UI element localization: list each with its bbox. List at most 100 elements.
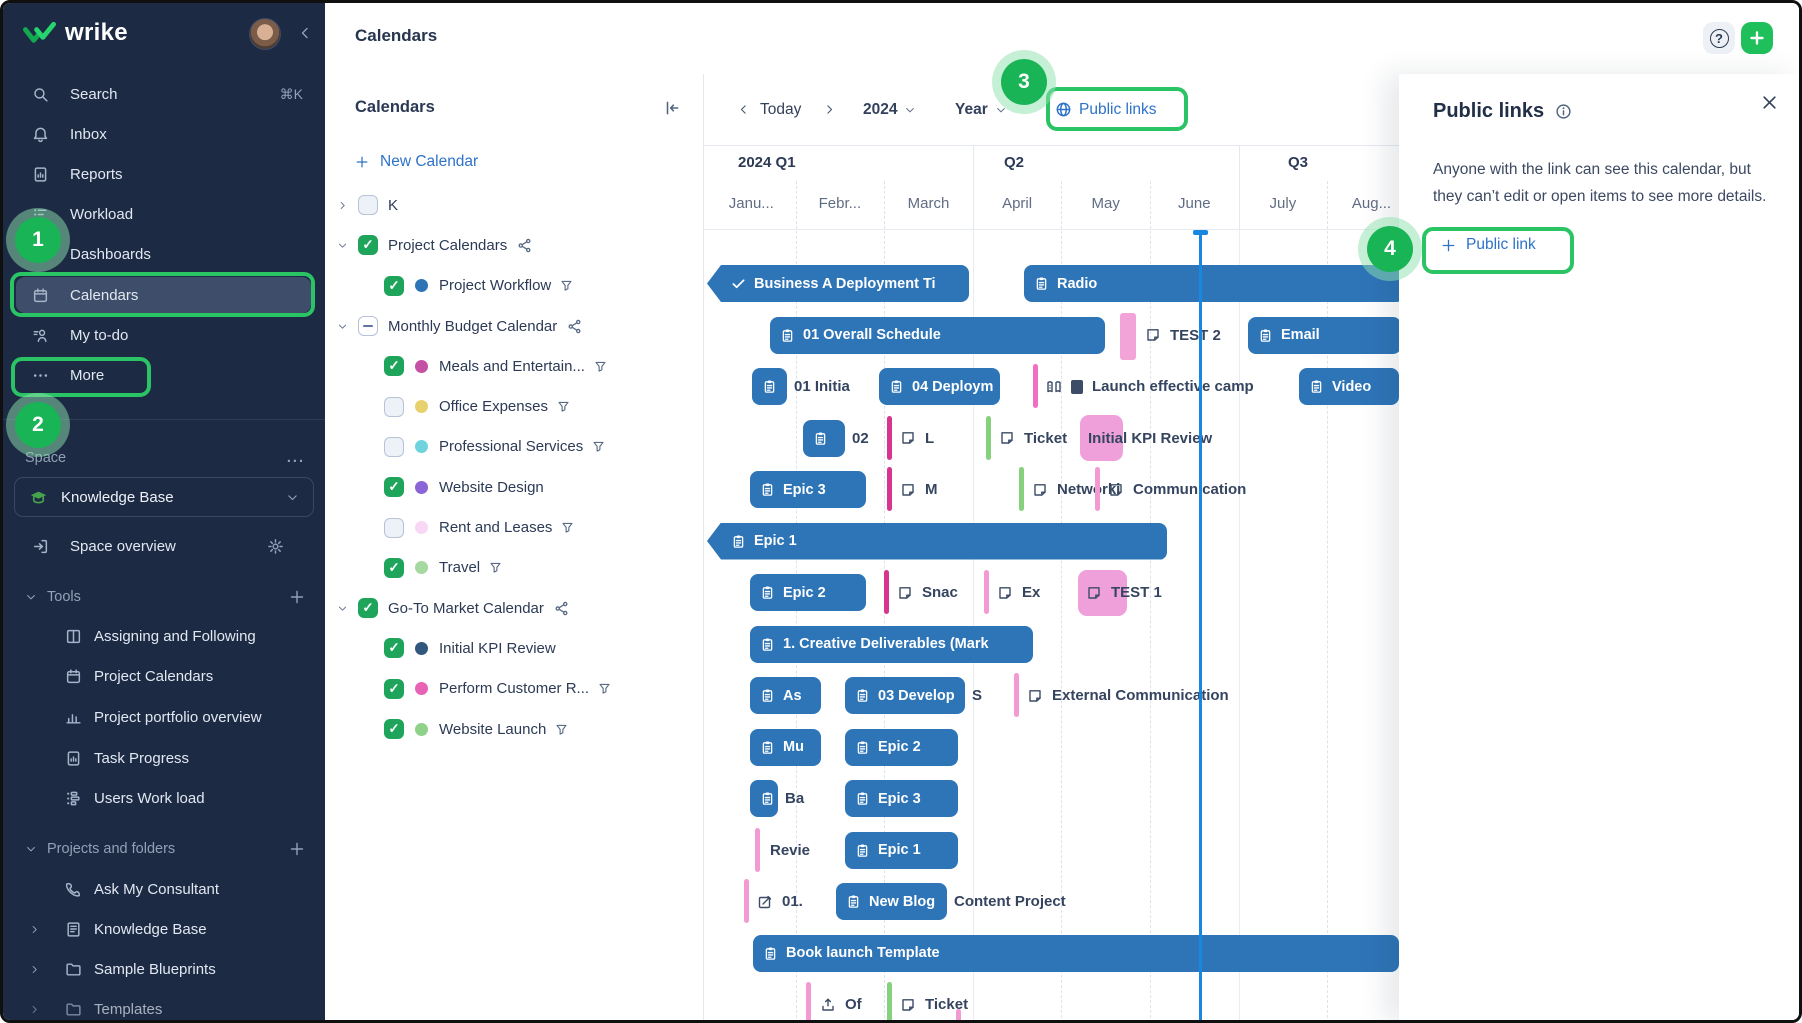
gantt-task-bar[interactable]: As — [750, 677, 821, 714]
calendar-checkbox-checked[interactable]: ✓ — [384, 557, 404, 578]
sidebar-item-workload[interactable]: Workload — [3, 195, 325, 235]
gantt-task-label[interactable]: Ticket — [900, 986, 968, 1020]
expand-slot[interactable] — [29, 924, 65, 935]
gantt-task-bar[interactable]: 03 Develop — [845, 677, 965, 714]
gantt-task-bar[interactable]: Epic 1 — [707, 522, 1167, 560]
share-icon[interactable] — [567, 319, 582, 334]
calendar-tree-item-initial-kpi-review[interactable]: ✓ Initial KPI Review — [325, 628, 703, 668]
tree-expand-toggle[interactable] — [335, 321, 358, 332]
view-dropdown[interactable]: Year — [955, 74, 1007, 145]
sidebar-tool-users-work-load[interactable]: Users Work load — [3, 778, 325, 819]
gantt-task-bar[interactable]: New Blog — [836, 883, 947, 920]
gantt-task-label[interactable]: Of — [820, 986, 862, 1020]
close-icon[interactable] — [1761, 94, 1778, 111]
gantt-task-bar[interactable]: Epic 2 — [750, 574, 866, 611]
gantt-task-bar[interactable]: Book launch Template — [753, 934, 1399, 972]
sidebar-item-reports[interactable]: Reports — [3, 154, 325, 194]
gantt-highlight-block[interactable] — [1078, 569, 1127, 616]
prev-period-button[interactable] — [737, 74, 750, 145]
sidebar-item-dashboards[interactable]: Dashboards — [3, 235, 325, 275]
gantt-task-label[interactable]: Revie — [770, 832, 810, 869]
public-links-button[interactable]: Public links — [1055, 74, 1157, 145]
filter-icon[interactable] — [561, 521, 574, 534]
sidebar-item-search[interactable]: Search ⌘K — [3, 74, 325, 114]
gantt-task-bar[interactable]: Business A Deployment Ti — [707, 265, 969, 302]
gantt-milestone-tick[interactable] — [986, 415, 991, 460]
gantt-task-bar[interactable] — [803, 419, 845, 457]
gantt-milestone-tick[interactable] — [887, 467, 892, 511]
gantt-task-bar[interactable]: Epic 1 — [845, 831, 958, 869]
sidebar-item-my-to-do[interactable]: My to-do — [3, 315, 325, 355]
year-dropdown[interactable]: 2024 — [863, 74, 916, 145]
gantt-milestone-tick[interactable] — [887, 982, 892, 1020]
tree-expand-toggle[interactable] — [335, 603, 358, 614]
gantt-task-bar[interactable]: Video — [1299, 368, 1399, 405]
expand-slot[interactable] — [29, 1004, 65, 1015]
gantt-task-label[interactable]: L — [900, 420, 934, 457]
gantt-milestone-tick[interactable] — [984, 570, 989, 614]
sidebar-tool-project-calendars[interactable]: Project Calendars — [3, 657, 325, 698]
create-button[interactable] — [1741, 22, 1773, 54]
sidebar-project-sample-blueprints[interactable]: Sample Blueprints — [3, 949, 325, 989]
tools-section-header[interactable]: Tools — [3, 577, 325, 617]
info-icon[interactable] — [1555, 103, 1572, 120]
gantt-launch-item[interactable]: Launch effective camp — [1046, 368, 1254, 405]
calendar-checkbox-unchecked[interactable] — [384, 396, 404, 417]
calendar-tree-item-office-expenses[interactable]: Office Expenses — [325, 386, 703, 426]
sidebar-project-templates[interactable]: Templates — [3, 990, 325, 1020]
gantt-task-label[interactable]: Snac — [897, 574, 958, 611]
filter-icon[interactable] — [489, 561, 502, 574]
calendar-checkbox-checked[interactable]: ✓ — [358, 235, 378, 256]
calendar-tree-item-professional-services[interactable]: Professional Services — [325, 427, 703, 467]
gantt-milestone-tick[interactable] — [1033, 364, 1038, 408]
gantt-milestone-tick[interactable] — [1014, 673, 1019, 717]
gantt-task-bar[interactable] — [750, 780, 778, 817]
gantt-task-bar[interactable]: Epic 2 — [845, 728, 958, 766]
new-calendar-button[interactable]: New Calendar — [355, 153, 478, 171]
share-icon[interactable] — [517, 238, 532, 253]
calendar-tree-item-k[interactable]: K — [325, 185, 703, 225]
collapse-panel-icon[interactable] — [663, 99, 681, 117]
gantt-task-label[interactable]: M — [900, 471, 938, 508]
gantt-task-label[interactable]: 01. — [757, 883, 803, 920]
calendar-checkbox-checked[interactable]: ✓ — [384, 356, 404, 377]
calendar-tree-item-go-to-market-calendar[interactable]: ✓ Go-To Market Calendar — [325, 588, 703, 628]
gantt-task-bar[interactable]: 01 Overall Schedule — [770, 316, 1105, 354]
filter-icon[interactable] — [594, 360, 607, 373]
calendar-checkbox-checked[interactable]: ✓ — [384, 477, 404, 498]
calendar-tree-item-rent-and-leases[interactable]: Rent and Leases — [325, 507, 703, 547]
gantt-task-label[interactable]: TEST 2 — [1145, 317, 1221, 354]
projects-section-header[interactable]: Projects and folders — [3, 829, 325, 869]
sidebar-item-space-overview[interactable]: Space overview — [3, 526, 325, 566]
gantt-task-bar[interactable]: Radio — [1024, 265, 1399, 302]
space-selector[interactable]: Knowledge Base — [14, 477, 314, 517]
gantt-task-bar[interactable]: Email — [1248, 316, 1399, 354]
filter-icon[interactable] — [555, 723, 568, 736]
gantt-task-bar[interactable]: 04 Deploym — [879, 368, 1000, 405]
calendar-checkbox-checked[interactable]: ✓ — [358, 598, 378, 619]
calendar-tree-item-website-launch[interactable]: ✓ Website Launch — [325, 709, 703, 749]
sidebar-item-calendars[interactable]: Calendars — [16, 276, 311, 314]
gantt-milestone-tick[interactable] — [887, 415, 892, 460]
gantt-task-bar[interactable]: Epic 3 — [750, 471, 866, 508]
gantt-task-label[interactable]: Initial KPI Review — [1088, 420, 1212, 457]
sidebar-item-more[interactable]: More — [3, 355, 325, 395]
calendar-checkbox-checked[interactable]: ✓ — [384, 678, 404, 699]
filter-icon[interactable] — [598, 682, 611, 695]
filter-icon[interactable] — [557, 400, 570, 413]
next-period-button[interactable] — [823, 74, 836, 145]
gantt-task-label[interactable]: Ex — [997, 574, 1040, 611]
gantt-milestone-tick[interactable] — [744, 879, 749, 923]
add-project-icon[interactable] — [289, 841, 305, 857]
gear-icon[interactable] — [267, 538, 284, 555]
gantt-highlight-block[interactable] — [1080, 415, 1123, 461]
gantt-task-bar[interactable] — [752, 368, 787, 405]
gantt-task-label[interactable]: TEST 1 — [1086, 574, 1162, 611]
add-public-link-button[interactable]: Public link — [1441, 236, 1536, 254]
calendar-checkbox-unchecked[interactable] — [358, 195, 378, 216]
sidebar-project-knowledge-base[interactable]: Knowledge Base — [3, 909, 325, 949]
calendar-tree-item-monthly-budget-calendar[interactable]: Monthly Budget Calendar — [325, 306, 703, 346]
user-avatar[interactable] — [249, 18, 281, 50]
space-menu-icon[interactable]: ... — [286, 450, 305, 466]
sidebar-project-ask-my-consultant[interactable]: Ask My Consultant — [3, 869, 325, 909]
